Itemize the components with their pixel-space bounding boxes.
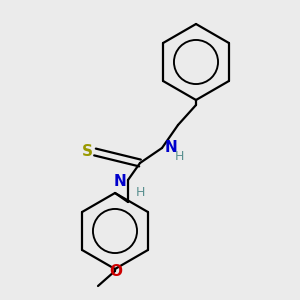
Text: S: S <box>82 145 92 160</box>
Text: H: H <box>174 151 184 164</box>
Text: O: O <box>110 263 122 278</box>
Text: H: H <box>135 185 145 199</box>
Text: N: N <box>165 140 178 154</box>
Text: N: N <box>113 175 126 190</box>
